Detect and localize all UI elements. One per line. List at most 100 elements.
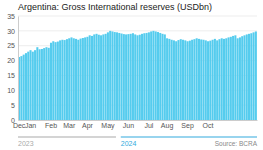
bar (253, 32, 255, 120)
bar (134, 34, 136, 120)
source: Source: BCRA (215, 140, 258, 147)
bar (91, 36, 93, 120)
bar (130, 34, 132, 120)
bar (152, 31, 154, 120)
x-tick-label: Feb (45, 122, 57, 129)
bar (168, 39, 170, 120)
bar (200, 39, 202, 120)
grid (18, 16, 257, 120)
bar (48, 48, 50, 120)
x-tick: Jun (123, 120, 134, 129)
bar (230, 37, 232, 120)
bar (239, 37, 241, 120)
bar (75, 39, 77, 120)
x-tick: Jul (144, 120, 153, 129)
bar (136, 35, 138, 120)
bar (50, 43, 52, 120)
year-underline (121, 136, 257, 137)
bar (89, 35, 91, 120)
bar (218, 39, 220, 120)
x-tick: Feb (45, 120, 57, 129)
bar (182, 40, 184, 120)
x-tick-label: Jul (144, 122, 153, 129)
bar (27, 52, 29, 120)
bar (250, 33, 252, 120)
bar (123, 34, 125, 120)
bar (139, 35, 141, 120)
bar (225, 38, 227, 120)
bar (159, 33, 161, 120)
plot: DecJanFebMarAprMayJunJulAugSepOct0510152… (7, 13, 257, 130)
bar (246, 34, 248, 120)
year-underline (18, 136, 116, 137)
y-tick: 15 (7, 72, 18, 79)
bar (209, 41, 211, 120)
year-label: 2024 (121, 140, 137, 147)
x-tick: Oct (203, 120, 214, 129)
bar (198, 39, 200, 120)
y-axis: 05101520253035 (7, 13, 18, 124)
x-tick-label: Mar (63, 122, 76, 129)
bar (202, 40, 204, 120)
bar (162, 34, 164, 120)
y-tick: 25 (7, 42, 18, 49)
bar (127, 34, 129, 120)
bar (241, 36, 243, 120)
bar (66, 39, 68, 120)
y-tick-label: 20 (7, 57, 15, 64)
bar (111, 31, 113, 120)
bar (86, 37, 88, 120)
bar (214, 39, 216, 120)
y-tick: 10 (7, 87, 18, 94)
bar (57, 42, 59, 120)
chart: DecJanFebMarAprMayJunJulAugSepOct0510152… (0, 0, 263, 150)
bar (77, 40, 79, 120)
x-tick: Jan (25, 120, 36, 129)
y-tick-label: 10 (7, 87, 15, 94)
bar (248, 34, 250, 120)
bar (93, 34, 95, 120)
y-tick: 30 (7, 28, 18, 35)
x-axis: DecJanFebMarAprMayJunJulAugSepOct (13, 120, 258, 130)
bar (73, 38, 75, 120)
x-tick: Apr (82, 120, 94, 130)
bar (255, 31, 257, 120)
x-tick-label: Aug (161, 122, 174, 130)
y-tick: 20 (7, 57, 18, 64)
bar (23, 55, 25, 120)
bar (116, 32, 118, 120)
bar (39, 49, 41, 120)
x-tick: Aug (161, 120, 174, 130)
bar (125, 34, 127, 120)
bar (98, 35, 100, 120)
bar (184, 40, 186, 120)
bar (207, 41, 209, 120)
bar (20, 56, 22, 120)
bar (234, 35, 236, 120)
bar (187, 41, 189, 120)
y-tick-label: 5 (11, 102, 15, 109)
bar (237, 38, 239, 120)
bar (173, 40, 175, 120)
bar (177, 40, 179, 120)
bar (205, 40, 207, 120)
bar (155, 31, 157, 120)
x-tick-label: Oct (203, 122, 214, 129)
bar (59, 40, 61, 120)
bar (146, 33, 148, 120)
y-tick-label: 0 (11, 117, 15, 124)
bar (157, 32, 159, 120)
bar (166, 38, 168, 120)
bar (100, 35, 102, 120)
bar (109, 31, 111, 120)
bar (32, 52, 34, 120)
bar (141, 34, 143, 120)
x-tick: May (101, 120, 115, 130)
y-tick-label: 15 (7, 72, 15, 79)
x-tick-label: Apr (82, 122, 94, 130)
bar (82, 38, 84, 120)
bar (25, 53, 27, 120)
x-tick: Mar (63, 120, 76, 129)
bar (52, 41, 54, 120)
bar (29, 50, 31, 120)
